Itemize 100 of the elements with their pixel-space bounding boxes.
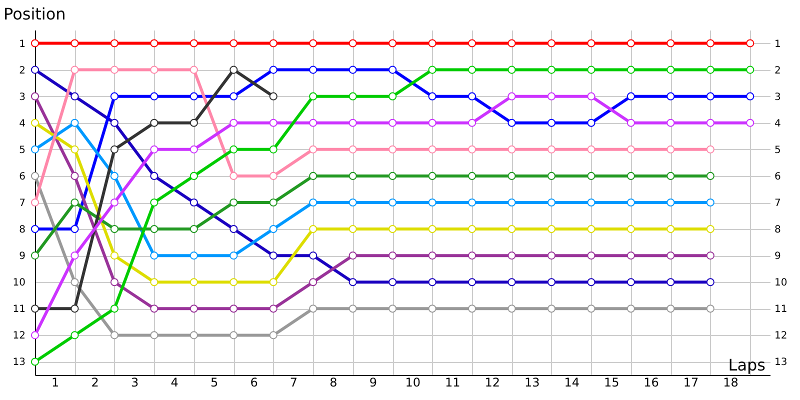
point xyxy=(746,118,754,127)
point xyxy=(30,172,40,180)
point xyxy=(626,92,635,100)
point xyxy=(666,304,675,313)
point xyxy=(269,304,278,313)
point xyxy=(190,172,198,180)
point xyxy=(230,39,238,48)
point xyxy=(230,304,238,313)
point xyxy=(388,278,397,286)
x-tick-label: 4 xyxy=(170,376,178,390)
point xyxy=(309,278,318,286)
x-tick-label: 6 xyxy=(250,376,258,390)
y-tick-label: 4 xyxy=(19,118,26,130)
point xyxy=(666,145,675,154)
point xyxy=(666,39,675,48)
x-axis-title: Laps xyxy=(728,356,766,374)
point xyxy=(428,278,436,286)
point xyxy=(706,225,714,234)
point xyxy=(388,92,397,100)
point xyxy=(110,278,118,286)
point xyxy=(230,252,238,260)
point xyxy=(626,198,635,207)
point xyxy=(508,39,516,48)
point xyxy=(70,145,79,154)
point xyxy=(547,252,556,260)
point xyxy=(666,225,675,234)
y-tick-label: 3 xyxy=(19,92,26,103)
point xyxy=(348,225,357,234)
y-tick-label: 6 xyxy=(19,171,26,182)
point xyxy=(70,66,79,74)
point xyxy=(190,66,198,74)
point xyxy=(70,92,79,100)
point xyxy=(30,39,40,48)
point xyxy=(230,225,238,234)
point xyxy=(428,198,436,207)
y2-tick-label: 6 xyxy=(774,171,781,182)
point xyxy=(230,198,238,207)
y2-tick-label: 7 xyxy=(774,198,781,209)
point xyxy=(388,225,397,234)
x-tick-label: 17 xyxy=(683,376,699,390)
y2-tick-label: 8 xyxy=(774,224,781,236)
point xyxy=(70,225,79,234)
point xyxy=(388,172,397,180)
point xyxy=(547,198,556,207)
point xyxy=(190,118,198,127)
y-tick-label: 12 xyxy=(12,330,26,342)
point xyxy=(547,145,556,154)
point xyxy=(190,39,198,48)
point xyxy=(508,225,516,234)
y2-tick-label: 3 xyxy=(774,92,781,103)
y-tick-label: 10 xyxy=(12,278,26,289)
point xyxy=(706,145,714,154)
point xyxy=(587,252,596,260)
point xyxy=(508,66,516,74)
point xyxy=(30,225,40,234)
point xyxy=(230,331,238,340)
point xyxy=(706,252,714,260)
point xyxy=(190,145,198,154)
y-axis-title: Position xyxy=(4,4,66,24)
point xyxy=(666,172,675,180)
point xyxy=(269,118,278,127)
point xyxy=(746,39,754,48)
point xyxy=(150,66,158,74)
point xyxy=(348,118,357,127)
x-tick-label: 13 xyxy=(524,376,540,390)
point xyxy=(150,198,158,207)
point xyxy=(706,278,714,286)
point xyxy=(269,39,278,48)
point xyxy=(587,304,596,313)
point xyxy=(468,278,476,286)
point xyxy=(626,118,635,127)
point xyxy=(428,225,436,234)
point xyxy=(388,252,397,260)
y2-tick-label: 12 xyxy=(774,330,788,342)
point xyxy=(626,145,635,154)
point xyxy=(468,118,476,127)
point xyxy=(706,39,714,48)
y-tick-label: 1 xyxy=(19,38,26,50)
point xyxy=(706,304,714,313)
point xyxy=(508,304,516,313)
point xyxy=(70,304,79,313)
point xyxy=(508,145,516,154)
point xyxy=(508,252,516,260)
point xyxy=(468,39,476,48)
point xyxy=(309,145,318,154)
point xyxy=(428,304,436,313)
point xyxy=(468,198,476,207)
point xyxy=(706,198,714,207)
point xyxy=(150,278,158,286)
point xyxy=(269,252,278,260)
point xyxy=(190,252,198,260)
point xyxy=(110,92,118,100)
point xyxy=(110,145,118,154)
point xyxy=(468,92,476,100)
point xyxy=(706,92,714,100)
point xyxy=(508,198,516,207)
point xyxy=(70,278,79,286)
point xyxy=(468,225,476,234)
point xyxy=(110,331,118,340)
point xyxy=(190,92,198,100)
